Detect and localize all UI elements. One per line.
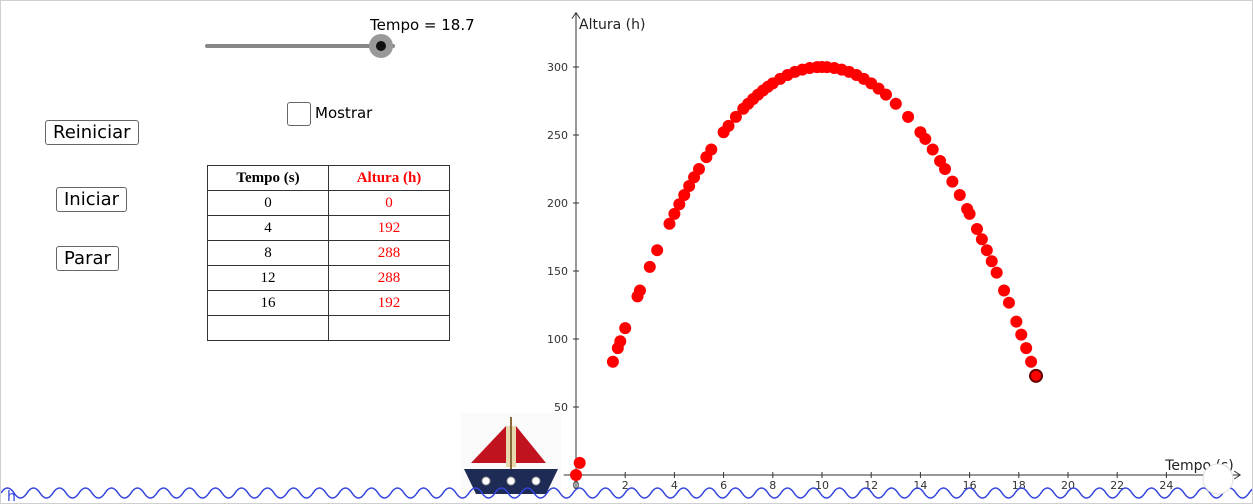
table-cell: 4 [208, 216, 329, 241]
data-point [954, 189, 966, 201]
data-point [574, 457, 586, 469]
table-cell: 192 [329, 291, 450, 316]
data-point [991, 267, 1003, 279]
data-point [964, 208, 976, 220]
data-point [890, 98, 902, 110]
data-point [1010, 316, 1022, 328]
table-header: Tempo (s) [208, 166, 329, 191]
button[interactable]: Iniciar [56, 187, 127, 212]
porthole [532, 477, 540, 485]
data-point [946, 176, 958, 188]
table-cell: 0 [208, 191, 329, 216]
data-point [981, 244, 993, 256]
y-axis-label: Altura (h) [579, 17, 645, 33]
y-tick-label: 250 [547, 129, 568, 142]
data-point [1030, 370, 1042, 382]
data-point [902, 111, 914, 123]
x-tick-label: 20 [1061, 479, 1075, 492]
data-point [1020, 342, 1032, 354]
table-cell: 8 [208, 241, 329, 266]
slider[interactable] [205, 44, 395, 48]
x-tick-label: 4 [671, 479, 678, 492]
y-tick-label: 100 [547, 333, 568, 346]
button[interactable]: Parar [56, 246, 119, 271]
fullscreen-button[interactable] [1203, 464, 1233, 494]
data-point [1025, 356, 1037, 368]
data-point [1015, 329, 1027, 341]
data-point [971, 223, 983, 235]
x-tick-label: 18 [1012, 479, 1026, 492]
x-tick-label: 8 [769, 479, 776, 492]
y-tick-label: 50 [554, 401, 568, 414]
x-tick-label: 6 [720, 479, 727, 492]
porthole [507, 477, 515, 485]
data-point [705, 144, 717, 156]
table-cell [208, 316, 329, 341]
table-cell: 12 [208, 266, 329, 291]
button[interactable]: Reiniciar [45, 120, 139, 145]
data-point [644, 261, 656, 273]
x-tick-label: 12 [864, 479, 878, 492]
x-tick-label: 24 [1159, 479, 1173, 492]
data-point [1003, 297, 1015, 309]
table-cell [329, 316, 450, 341]
y-tick-label: 150 [547, 265, 568, 278]
porthole [482, 477, 490, 485]
data-point [976, 233, 988, 245]
y-tick-label: 300 [547, 61, 568, 74]
data-point [614, 335, 626, 347]
data-point [939, 163, 951, 175]
table-cell: 288 [329, 266, 450, 291]
slider-label: Tempo = 18.7 [370, 16, 475, 34]
table-cell: 192 [329, 216, 450, 241]
data-point [986, 255, 998, 267]
data-point [919, 133, 931, 145]
data-point [619, 322, 631, 334]
data-point [651, 244, 663, 256]
slider-knob[interactable] [369, 34, 393, 58]
table-row [208, 316, 450, 341]
geogebra-applet: 02468101214161820222450100150200250300Al… [0, 0, 1253, 504]
checkbox-label: Mostrar [315, 104, 372, 122]
data-point [998, 284, 1010, 296]
table-header: Altura (h) [329, 166, 450, 191]
graphics-view: 02468101214161820222450100150200250300Al… [1, 1, 1252, 503]
table-cell: 288 [329, 241, 450, 266]
y-tick-label: 200 [547, 197, 568, 210]
data-point [607, 356, 619, 368]
table-cell: 0 [329, 191, 450, 216]
data-point [927, 144, 939, 156]
table-cell: 16 [208, 291, 329, 316]
checkbox[interactable] [287, 102, 311, 126]
water-label: h [7, 489, 16, 503]
data-point [693, 163, 705, 175]
x-tick-label: 14 [913, 479, 927, 492]
data-point [570, 469, 582, 481]
data-point [634, 284, 646, 296]
data-point [880, 89, 892, 101]
